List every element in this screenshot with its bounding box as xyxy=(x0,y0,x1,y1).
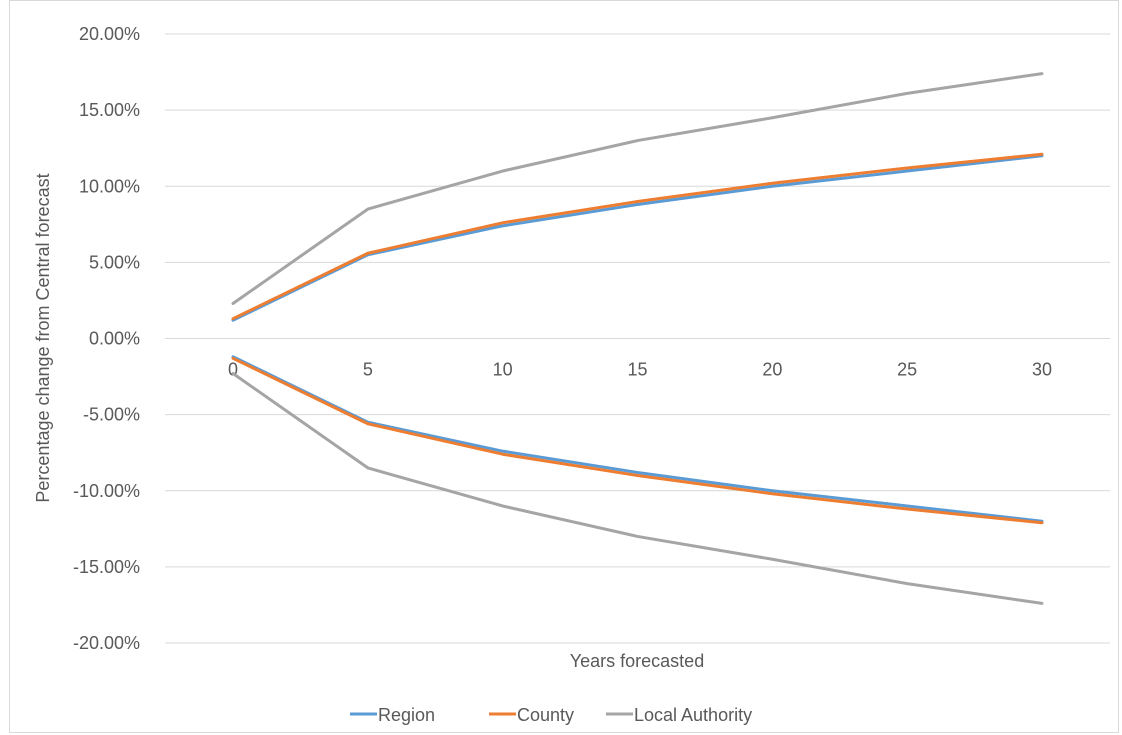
series-line-local-authority xyxy=(231,372,1044,605)
x-tick-label: 25 xyxy=(897,360,917,380)
y-axis-tick-labels: 20.00% 15.00% 10.00% 5.00% 0.00% -5.00% -10.00… xyxy=(73,24,140,653)
legend-label: Region xyxy=(378,705,435,725)
series-line-region xyxy=(231,355,1044,523)
legend-label: County xyxy=(517,705,574,725)
gridlines xyxy=(165,33,1110,644)
y-tick-label: 15.00% xyxy=(79,100,140,120)
y-tick-label: 5.00% xyxy=(89,252,140,272)
y-tick-label: -15.00% xyxy=(73,557,140,577)
x-tick-label: 0 xyxy=(228,360,238,380)
y-tick-label: -5.00% xyxy=(83,405,140,425)
chart-frame xyxy=(9,0,1119,733)
legend-label: Local Authority xyxy=(634,705,752,725)
x-tick-label: 20 xyxy=(762,360,782,380)
x-tick-label: 15 xyxy=(627,360,647,380)
y-tick-label: -10.00% xyxy=(73,481,140,501)
series-line-region xyxy=(231,154,1044,322)
y-tick-label: 0.00% xyxy=(89,329,140,349)
y-tick-label: 20.00% xyxy=(79,24,140,44)
y-tick-label: -20.00% xyxy=(73,633,140,653)
series-line-county xyxy=(231,356,1044,525)
x-axis-tick-labels: 0 5 10 15 20 25 30 xyxy=(228,360,1052,380)
series-line-local-authority xyxy=(231,72,1044,305)
x-tick-label: 30 xyxy=(1032,360,1052,380)
y-tick-label: 10.00% xyxy=(79,176,140,196)
legend: Region County Local Authority xyxy=(350,705,752,725)
x-tick-label: 5 xyxy=(363,360,373,380)
y-axis-title: Percentage change from Central forecast xyxy=(33,173,53,502)
series-lines xyxy=(231,72,1044,605)
x-axis-title: Years forecasted xyxy=(570,651,704,671)
series-line-county xyxy=(231,152,1044,321)
x-tick-label: 10 xyxy=(493,360,513,380)
